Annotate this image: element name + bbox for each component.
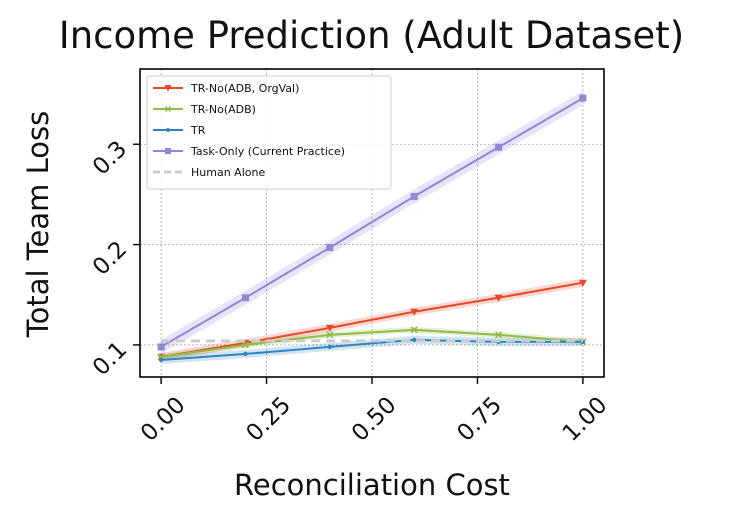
data-point-s2-2 xyxy=(327,344,333,350)
series-line-0 xyxy=(160,281,584,358)
x-tick-label-4: 1.00 xyxy=(558,392,613,447)
x-axis-label: Reconciliation Cost xyxy=(234,468,510,502)
series-line-3 xyxy=(160,97,584,348)
data-point-s3-3 xyxy=(410,192,418,200)
legend-label-3: Task-Only (Current Practice) xyxy=(190,145,345,158)
x-tick-label-3: 0.75 xyxy=(452,392,507,447)
data-point-s2-0 xyxy=(158,357,164,363)
legend-marker-1 xyxy=(165,106,171,112)
data-point-s2-1 xyxy=(243,351,248,357)
data-point-s0-5 xyxy=(578,279,587,287)
data-point-s1-3 xyxy=(410,326,418,334)
data-point-s0-2 xyxy=(325,324,334,332)
data-point-s3-4 xyxy=(495,143,503,151)
data-point-s3-5 xyxy=(579,94,587,102)
data-point-s3-1 xyxy=(241,294,249,302)
y-tick-label-1: 0.2 xyxy=(88,236,132,280)
legend-box xyxy=(146,75,392,190)
y-tick-label-0: 0.1 xyxy=(88,337,132,381)
legend-marker-3 xyxy=(165,148,171,154)
series-band-1 xyxy=(161,326,583,360)
x-tick-label-1: 0.25 xyxy=(241,392,296,447)
data-point-s3-2 xyxy=(326,244,334,252)
legend-label-1: TR-No(ADB) xyxy=(190,103,256,116)
x-tick-label-2: 0.50 xyxy=(347,392,402,447)
chart-title: Income Prediction (Adult Dataset) xyxy=(58,14,685,57)
data-point-s1-4 xyxy=(494,331,503,339)
legend-label-0: TR-No(ADB, OrgVal) xyxy=(190,82,299,95)
legend-label-2: TR xyxy=(190,124,206,137)
data-point-s1-2 xyxy=(326,331,334,339)
legend-label-4: Human Alone xyxy=(191,166,265,179)
legend-marker-2 xyxy=(166,128,170,132)
series-line-1 xyxy=(160,328,583,358)
data-point-s1-1 xyxy=(241,341,250,349)
data-point-s0-4 xyxy=(494,294,503,302)
data-point-s2-3 xyxy=(411,337,417,343)
data-point-s0-3 xyxy=(410,308,419,316)
y-tick-label-2: 0.3 xyxy=(88,136,132,180)
x-tick-label-0: 0.00 xyxy=(136,392,191,447)
legend-marker-0 xyxy=(164,85,172,92)
series-band-2 xyxy=(161,335,583,364)
data-point-s3-0 xyxy=(157,343,165,351)
